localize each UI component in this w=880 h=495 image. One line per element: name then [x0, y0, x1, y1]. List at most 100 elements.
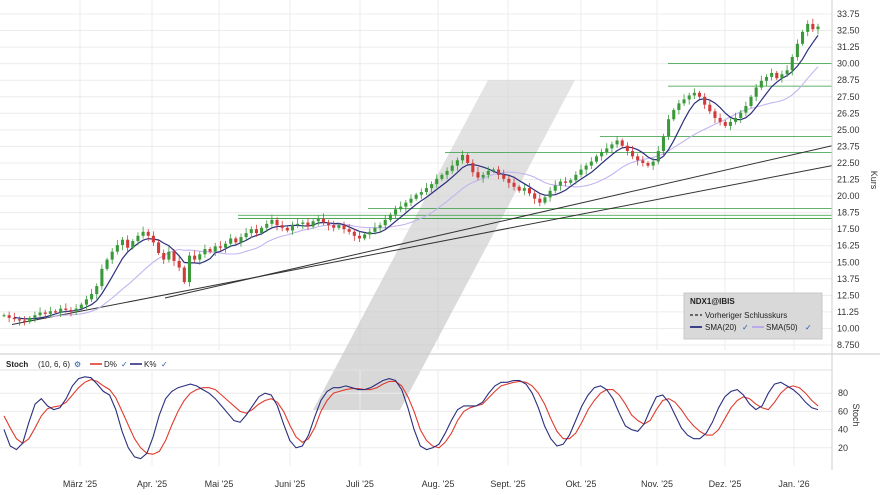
trend-line [11, 165, 833, 325]
candle-body [574, 174, 578, 181]
candle-body [507, 178, 511, 183]
stoch-label: Stoch [6, 360, 28, 369]
candle-body [759, 80, 763, 88]
candle-body [352, 231, 356, 236]
candle-body [816, 26, 820, 30]
candle-body [625, 145, 629, 152]
candle-body [12, 317, 16, 320]
stoch-panel: Stoch (10, 6, 6) ⚙ D% ✓ K% ✓ 80 60 40 20 St… [0, 360, 861, 466]
candle-body [517, 186, 521, 191]
legend-check-icon[interactable]: ✓ [161, 360, 168, 369]
candle-body [430, 184, 434, 189]
y-tick-label: 22.50 [837, 158, 860, 168]
candle-body [146, 231, 150, 236]
x-axis: März '25 Apr. '25 Mai '25 Juni '25 Juli '25 A… [63, 479, 810, 489]
stoch-lines [3, 376, 819, 460]
candle-body [801, 31, 805, 44]
candle-body [301, 222, 305, 224]
candle-body [455, 160, 459, 166]
legend-check-icon[interactable]: ✓ [121, 360, 128, 369]
x-tick-label: März '25 [63, 479, 97, 489]
candle-body [53, 311, 58, 313]
y-tick-label: 20.00 [837, 191, 860, 201]
watermark-logo [313, 80, 575, 410]
candle-body [651, 161, 655, 166]
stoch-grid: 80 60 40 20 [0, 370, 848, 466]
candle-body [553, 185, 557, 191]
candle-body [110, 251, 114, 260]
candle-body [28, 317, 32, 322]
candle-body [543, 197, 547, 203]
candle-body [48, 311, 52, 314]
candle-body [162, 252, 166, 260]
candle-body [100, 268, 104, 287]
legend: NDX1@IBIS Vorheriger Schlusskurs SMA(20)… [683, 292, 823, 340]
candle-body [790, 57, 794, 71]
candle-body [471, 162, 475, 173]
candle-body [728, 121, 732, 126]
candle-body [59, 308, 63, 313]
stoch-y-tick-label: 40 [838, 425, 848, 435]
candle-body [419, 192, 423, 195]
candle-body [538, 198, 542, 203]
stoch-series-line [3, 376, 819, 460]
x-tick-label: Juni '25 [275, 479, 306, 489]
stoch-legend-k: K% [144, 360, 156, 369]
candle-body [69, 309, 73, 312]
y-tick-label: 30.00 [837, 59, 860, 69]
x-tick-label: Mai '25 [205, 479, 234, 489]
candle-body [697, 92, 702, 97]
price-y-axis-label: Kurs [869, 171, 879, 190]
candle-body [394, 209, 398, 215]
x-tick-label: Apr. '25 [137, 479, 167, 489]
legend-check-icon[interactable]: ✓ [805, 323, 812, 332]
x-tick-label: Jan. '26 [778, 479, 809, 489]
candle-body [126, 239, 130, 248]
candle-body [296, 223, 300, 226]
candle-body [636, 156, 640, 161]
candle-body [512, 182, 516, 187]
y-tick-label: 11.25 [837, 307, 859, 317]
candle-body [136, 235, 140, 242]
candle-body [723, 121, 727, 126]
candle-body [218, 246, 222, 248]
y-tick-label: 28.75 [837, 75, 860, 85]
y-tick-label: 18.75 [837, 208, 860, 218]
candle-body [115, 245, 119, 252]
candle-body [610, 144, 614, 149]
y-tick-label: 21.25 [837, 175, 860, 185]
candle-body [548, 190, 552, 198]
candle-body [90, 294, 94, 300]
candle-body [95, 286, 99, 295]
stoch-y-tick-label: 80 [838, 388, 848, 398]
candle-body [399, 206, 403, 210]
y-tick-label: 13.75 [837, 274, 860, 284]
candle-body [177, 260, 181, 268]
candle-body [141, 231, 145, 236]
candle-body [74, 308, 78, 312]
settings-icon[interactable]: ⚙ [74, 360, 81, 369]
y-tick-label: 27.50 [837, 92, 860, 102]
candle-body [187, 255, 192, 283]
candle-body [661, 136, 665, 152]
candle-body [620, 140, 624, 146]
candle-body [476, 172, 480, 178]
candle-body [265, 223, 269, 228]
x-tick-label: Aug. '25 [422, 479, 455, 489]
x-tick-label: Sept. '25 [490, 479, 525, 489]
candle-body [775, 72, 779, 79]
candle-body [337, 225, 341, 228]
candle-body [497, 169, 501, 175]
candle-body [347, 229, 351, 232]
candle-body [770, 72, 774, 77]
candle-body [780, 74, 784, 79]
candle-body [249, 229, 253, 234]
legend-check-icon[interactable]: ✓ [742, 323, 749, 332]
candle-body [172, 251, 176, 261]
y-tick-label: 25.00 [837, 125, 860, 135]
candle-body [290, 225, 295, 231]
candle-body [600, 152, 604, 157]
price-panel: 33.75 32.50 31.25 30.00 28.75 27.50 26.25 25.00… [0, 0, 879, 410]
candle-body [223, 243, 228, 248]
candle-body [157, 242, 161, 253]
